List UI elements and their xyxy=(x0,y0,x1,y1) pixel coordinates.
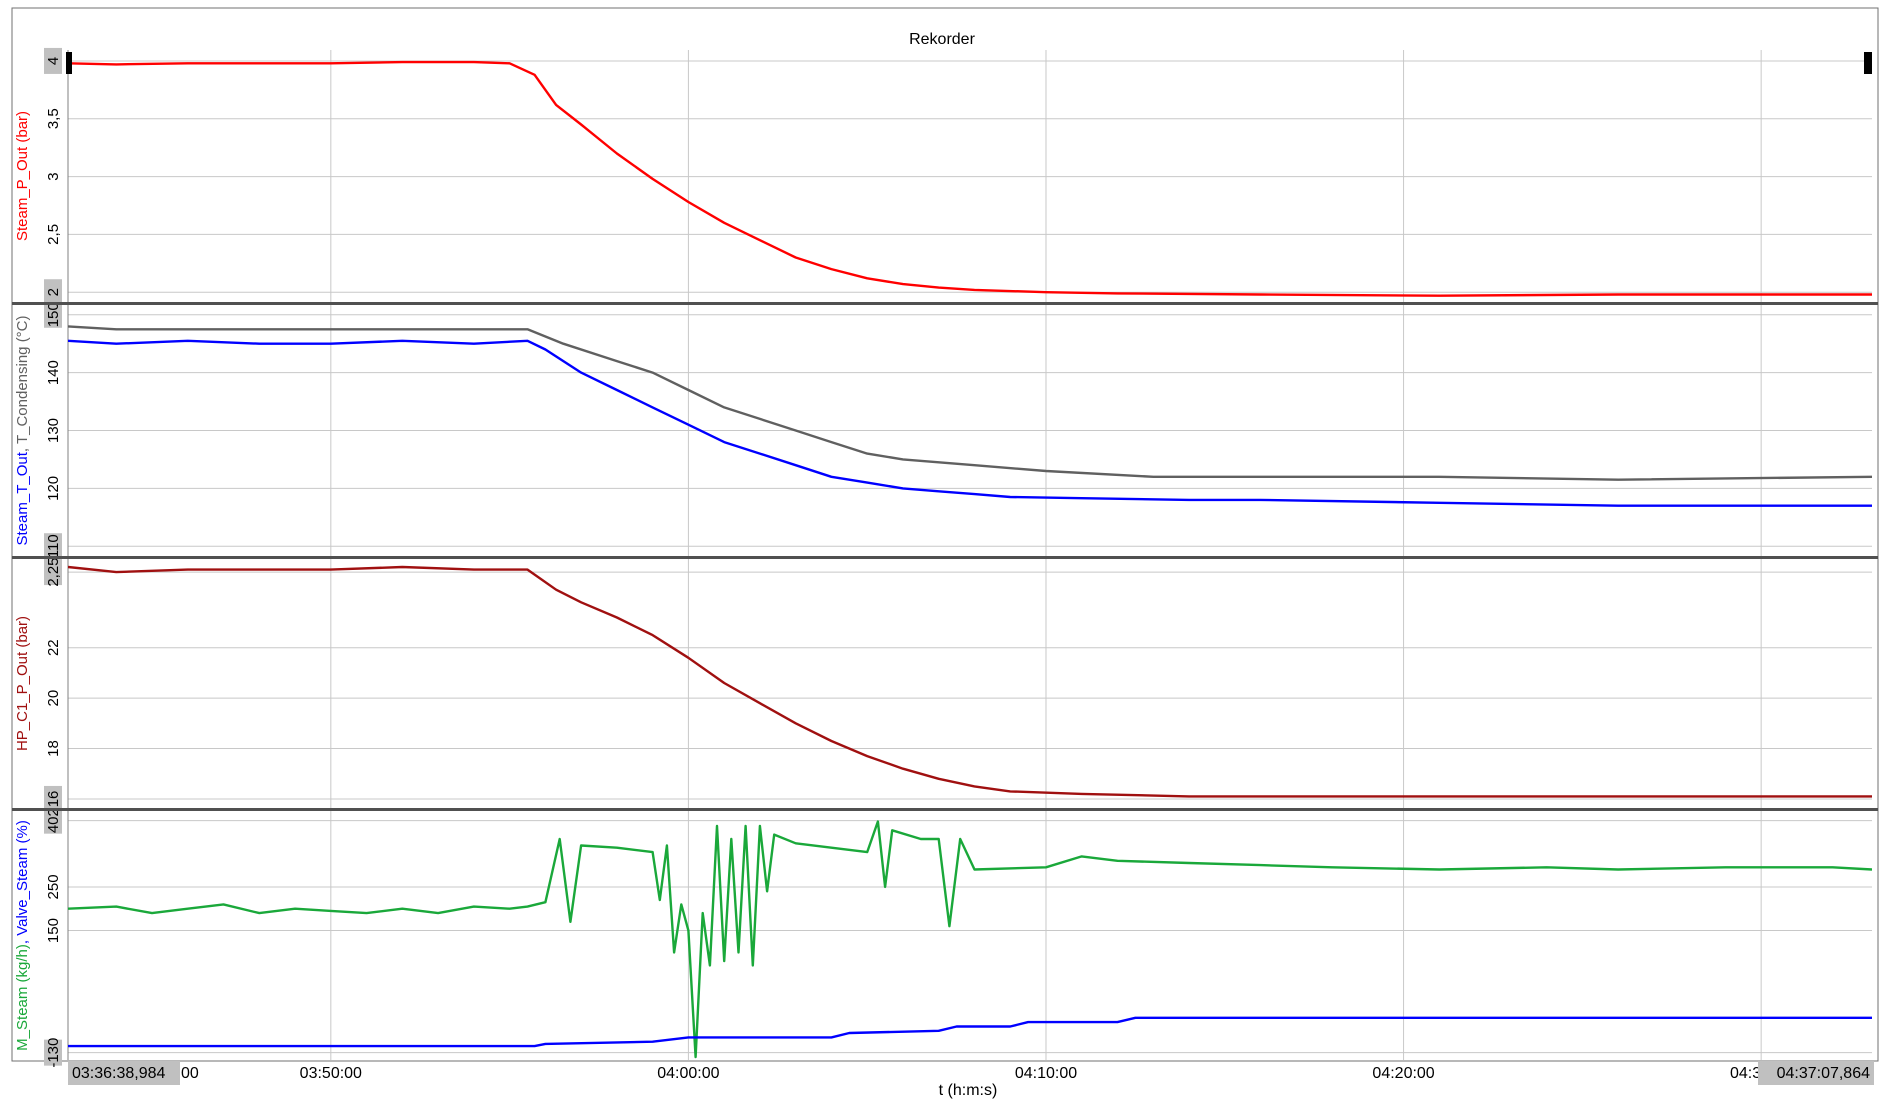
series-line-steam-p-out xyxy=(68,60,1872,297)
y-tick-label: 22 xyxy=(45,639,62,656)
y-axis-label-part: , T_Condensing (°C) xyxy=(14,315,31,452)
chart-title: Rekorder xyxy=(909,31,975,48)
panel-1: 4 3,5 3 2,5 2 Steam_P_Out (bar) xyxy=(14,47,1872,306)
y-tick-badge xyxy=(44,785,62,812)
y-axis-label: Steam_T_Out, T_Condensing (°C) xyxy=(14,315,31,545)
y-tick-label: 130 xyxy=(45,418,62,443)
series-line-steam-t-out xyxy=(68,339,1872,507)
y-axis-label-part: Steam_T_Out xyxy=(14,451,31,545)
y-tick-label: 120 xyxy=(45,476,62,501)
series-line-valve-steam xyxy=(68,1016,1872,1048)
y-tick-label: 2,25 xyxy=(45,557,62,586)
series-line-t-condensing xyxy=(68,325,1872,481)
series-line-hp-c1-p-out xyxy=(68,565,1872,798)
y-tick-label: 2 xyxy=(45,288,62,296)
y-axis-label: Steam_P_Out (bar) xyxy=(14,111,31,241)
y-tick-label: 16 xyxy=(45,791,62,808)
y-tick-label: 140 xyxy=(45,360,62,385)
left-cursor-handle[interactable] xyxy=(66,52,72,74)
panel-2: 150 140 130 120 110 Steam_T_Out, T_Condensing… xyxy=(14,301,1872,560)
y-axis-label: M_Steam (kg/h), Valve_Steam (%) xyxy=(14,820,31,1051)
y-tick-label: 3 xyxy=(45,172,62,180)
x-range-end-label: 04:37:07,864 xyxy=(1777,1065,1871,1082)
y-tick-label: 150 xyxy=(45,918,62,943)
y-tick-badge xyxy=(44,301,62,328)
y-axis-label-part: M_Steam (kg/h) xyxy=(14,944,31,1051)
y-axis-label-part: , Valve_Steam (%) xyxy=(14,820,31,944)
y-tick-label: -130 xyxy=(45,1038,62,1068)
x-tick-label: 04:10:00 xyxy=(1015,1065,1077,1082)
x-range-end-badge xyxy=(1758,1061,1874,1085)
right-cursor-handle[interactable] xyxy=(1864,52,1872,74)
y-tick-label: 250 xyxy=(45,874,62,899)
chart-frame xyxy=(11,7,1879,1062)
panel-4: 402 250 150 -130 M_Steam (kg/h), Valve_Steam… xyxy=(14,807,1872,1068)
y-tick-label: 2,5 xyxy=(45,224,62,245)
panel-3: 2,25 22 20 18 16 HP_C1_P_Out (bar) xyxy=(14,557,1872,812)
x-range-start-badge xyxy=(68,1061,180,1085)
y-tick-badge xyxy=(44,47,62,74)
y-tick-badge xyxy=(44,279,62,306)
y-tick-label: 110 xyxy=(45,534,62,558)
x-tick-label: 04:20:00 xyxy=(1372,1065,1434,1082)
x-range-start-label: 03:36:38,984 xyxy=(72,1065,166,1082)
x-start-tail-label: 00 xyxy=(181,1065,199,1082)
y-tick-badge xyxy=(44,533,62,560)
y-axis-label: HP_C1_P_Out (bar) xyxy=(14,616,31,751)
x-axis-label: t (h:m:s) xyxy=(939,1082,998,1099)
y-tick-badge xyxy=(44,1039,62,1066)
y-tick-label: 4 xyxy=(45,57,62,65)
x-axis: 03:50:0004:00:0004:10:0004:20:0004:30:00… xyxy=(68,1061,1874,1085)
y-tick-label: 18 xyxy=(45,740,62,757)
x-tick-label: 04:00:00 xyxy=(657,1065,719,1082)
y-tick-badge xyxy=(44,807,62,834)
y-tick-badge xyxy=(44,559,62,586)
series-line-m-steam xyxy=(68,820,1872,1059)
y-tick-label: 3,5 xyxy=(45,108,62,129)
x-tick-label: 03:50:00 xyxy=(300,1065,362,1082)
y-tick-label: 402 xyxy=(45,808,62,833)
y-tick-label: 20 xyxy=(45,690,62,707)
y-tick-label: 150 xyxy=(45,302,62,327)
panels: 4 3,5 3 2,5 2 Steam_P_Out (bar) 150 140 130 120 11… xyxy=(11,7,1879,1068)
